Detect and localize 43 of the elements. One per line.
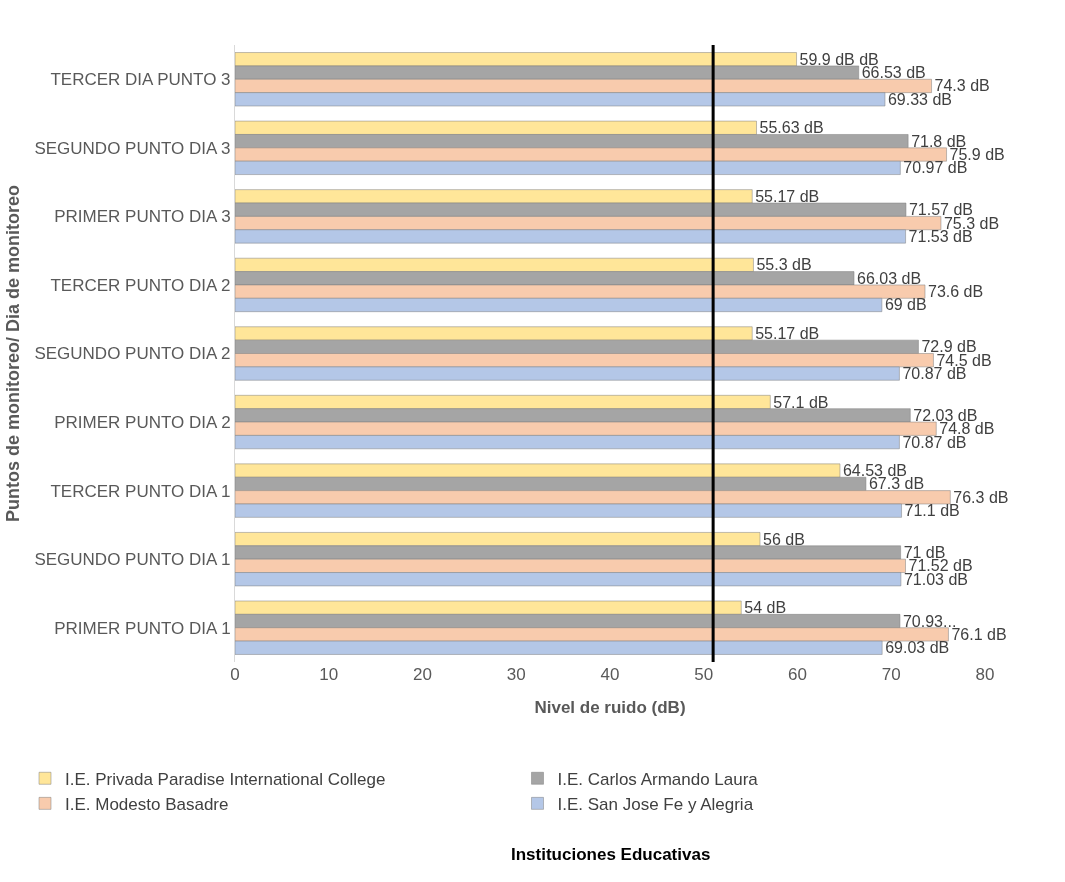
data-label: 69 dB	[884, 296, 927, 314]
x-tick-label: 80	[975, 665, 995, 684]
legend-label: I.E. Privada Paradise International College	[65, 769, 386, 789]
y-tick-label: PRIMER PUNTO DIA 3	[54, 207, 231, 227]
y-tick-label: PRIMER PUNTO DIA 2	[54, 413, 231, 433]
data-label: 66.03 dB	[857, 269, 922, 287]
y-tick-label: SEGUNDO PUNTO DIA 2	[34, 344, 231, 364]
y-tick-label: SEGUNDO PUNTO DIA 1	[34, 550, 231, 570]
data-label: 54 dB	[744, 599, 787, 617]
legend-title: Instituciones Educativas	[511, 845, 711, 864]
y-tick-label: SEGUNDO PUNTO DIA 3	[34, 138, 231, 158]
x-tick-label: 50	[694, 665, 714, 684]
y-tick-label: TERCER DIA PUNTO 3	[50, 70, 231, 90]
legend-label: I.E. Carlos Armando Laura	[557, 769, 759, 789]
data-label: 73.6 dB	[928, 283, 984, 301]
data-label: 56 dB	[763, 530, 805, 548]
legend-label: I.E. San Jose Fe y Alegria	[557, 795, 754, 814]
data-label: 55.3 dB	[756, 256, 812, 274]
y-tick-label: TERCER PUNTO DIA 2	[50, 275, 231, 295]
x-tick-label: 20	[413, 665, 432, 684]
data-label: 69.03 dB	[885, 639, 950, 657]
y-tick-label: TERCER PUNTO DIA 1	[50, 481, 231, 501]
data-label: 66.53 dB	[861, 64, 926, 82]
data-label: 55.17 dB	[755, 324, 820, 342]
x-tick-label: 40	[600, 665, 620, 684]
data-label: 70.97 dB	[903, 159, 968, 177]
data-label: 71.1 dB	[904, 502, 960, 520]
x-tick-label: 70	[881, 665, 901, 684]
data-label: 71.03 dB	[903, 570, 968, 588]
data-label: 69.33 dB	[887, 90, 953, 108]
x-tick-label: 0	[230, 665, 240, 684]
y-axis-title: Puntos de monitoreo/ Dia de monitoreo	[2, 184, 23, 523]
data-label: 70.87 dB	[902, 365, 967, 383]
data-label: 70.87 dB	[902, 433, 967, 451]
x-tick-label: 10	[319, 665, 339, 684]
y-tick-label: PRIMER PUNTO DIA 1	[54, 618, 231, 638]
data-label: 57.1 dB	[773, 393, 829, 411]
data-label: 55.63 dB	[759, 119, 824, 137]
legend-label: I.E. Modesto Basadre	[65, 795, 229, 814]
x-tick-label: 30	[506, 665, 526, 684]
x-tick-label: 60	[788, 665, 807, 684]
data-label: 55.17 dB	[755, 187, 820, 205]
x-axis-title: Nivel de ruido (dB)	[534, 698, 686, 718]
